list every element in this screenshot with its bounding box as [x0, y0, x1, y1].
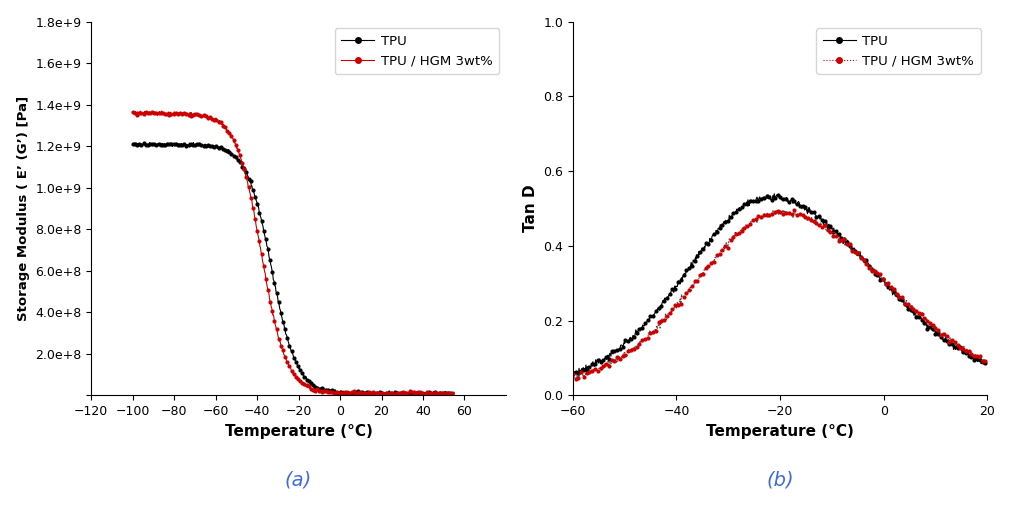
TPU [640, 319, 652, 325]
Line: TPU / HGM 3wt%: TPU / HGM 3wt% [131, 110, 455, 397]
TPU / HGM 3wt% [126, 110, 139, 116]
TPU / HGM 3wt% [880, 279, 892, 285]
TPU [844, 245, 856, 251]
Legend: TPU, TPU / HGM 3wt%: TPU, TPU / HGM 3wt% [335, 28, 498, 74]
TPU / HGM 3wt% [754, 213, 766, 220]
TPU / HGM 3wt% [316, 388, 329, 394]
TPU [567, 371, 579, 377]
TPU [754, 196, 766, 202]
X-axis label: Temperature (°C): Temperature (°C) [224, 424, 372, 439]
TPU / HGM 3wt% [184, 110, 196, 116]
TPU / HGM 3wt% [395, 393, 407, 399]
Y-axis label: Storage Modulus ( E’ (G’) [Pa]: Storage Modulus ( E’ (G’) [Pa] [16, 96, 29, 321]
TPU [187, 139, 199, 146]
TPU [566, 370, 578, 376]
Line: TPU: TPU [131, 141, 455, 397]
TPU / HGM 3wt% [369, 390, 381, 396]
TPU / HGM 3wt% [209, 115, 221, 121]
Line: TPU: TPU [571, 192, 988, 375]
TPU [448, 390, 460, 396]
TPU [183, 140, 195, 146]
Text: (b): (b) [765, 470, 794, 489]
TPU / HGM 3wt% [844, 244, 856, 250]
TPU / HGM 3wt% [640, 336, 652, 342]
TPU / HGM 3wt% [777, 207, 790, 213]
TPU [880, 282, 892, 288]
TPU / HGM 3wt% [566, 371, 578, 377]
Y-axis label: Tan D: Tan D [522, 185, 537, 232]
TPU / HGM 3wt% [342, 389, 354, 395]
TPU / HGM 3wt% [156, 108, 168, 114]
TPU [981, 360, 993, 367]
TPU [767, 191, 779, 197]
Legend: TPU, TPU / HGM 3wt%: TPU, TPU / HGM 3wt% [816, 28, 980, 74]
TPU [272, 299, 284, 305]
TPU [342, 390, 354, 396]
Text: (a): (a) [285, 470, 312, 489]
TPU [209, 144, 221, 151]
TPU / HGM 3wt% [448, 389, 460, 395]
TPU / HGM 3wt% [673, 296, 685, 302]
TPU [369, 391, 381, 397]
TPU / HGM 3wt% [812, 222, 824, 228]
TPU / HGM 3wt% [569, 376, 581, 382]
TPU / HGM 3wt% [272, 336, 284, 342]
X-axis label: Temperature (°C): Temperature (°C) [706, 424, 853, 439]
TPU [126, 141, 139, 147]
TPU [812, 213, 824, 220]
TPU [673, 281, 685, 287]
TPU [316, 386, 329, 392]
TPU / HGM 3wt% [981, 358, 993, 364]
TPU [419, 392, 431, 399]
Line: TPU / HGM 3wt%: TPU / HGM 3wt% [571, 208, 988, 380]
